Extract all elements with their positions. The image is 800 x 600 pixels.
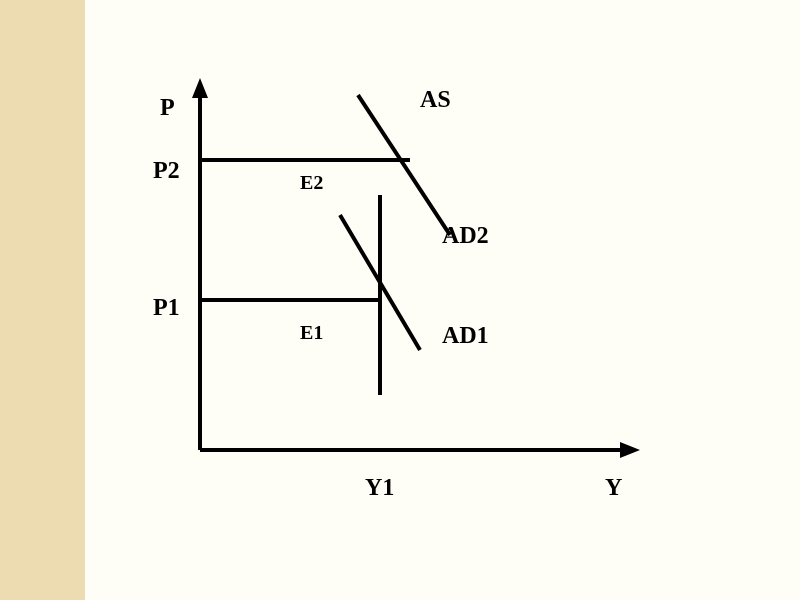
- point-label-e1: E1: [300, 322, 323, 345]
- price-label-p2: P2: [153, 158, 180, 185]
- output-label-y1: Y1: [365, 475, 394, 502]
- point-label-e2: E2: [300, 172, 323, 195]
- curve-label-ad1: AD1: [442, 323, 489, 350]
- curve-label-as: AS: [420, 87, 451, 114]
- slide: P AS P2 P1 AD2 AD1 E2 E1 Y1 Y: [0, 0, 800, 600]
- axis-label-y: Y: [605, 475, 622, 502]
- curve-label-ad2: AD2: [442, 223, 489, 250]
- economics-diagram: [0, 0, 800, 600]
- price-label-p1: P1: [153, 295, 180, 322]
- axis-label-p: P: [160, 95, 175, 122]
